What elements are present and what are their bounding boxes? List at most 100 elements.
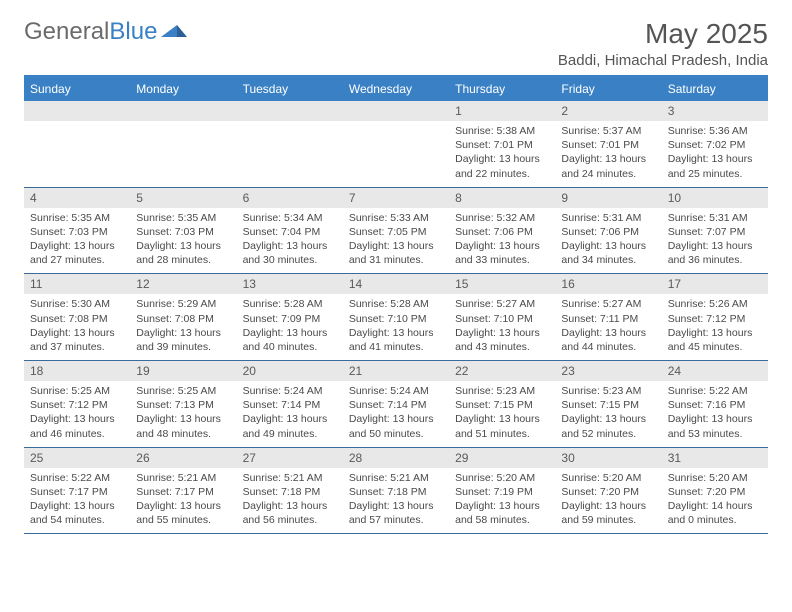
daylight-text: Daylight: 13 hours and 56 minutes. — [243, 499, 337, 527]
day-body: Sunrise: 5:23 AMSunset: 7:15 PMDaylight:… — [449, 381, 555, 447]
day-number: 14 — [343, 274, 449, 294]
day-body: Sunrise: 5:34 AMSunset: 7:04 PMDaylight:… — [237, 208, 343, 274]
day-body: Sunrise: 5:22 AMSunset: 7:17 PMDaylight:… — [24, 468, 130, 534]
daylight-text: Daylight: 13 hours and 36 minutes. — [668, 239, 762, 267]
day-number: 19 — [130, 361, 236, 381]
sunset-text: Sunset: 7:20 PM — [668, 485, 762, 499]
day-number: 11 — [24, 274, 130, 294]
day-body-empty — [130, 121, 236, 179]
day-number: 17 — [662, 274, 768, 294]
day-body: Sunrise: 5:37 AMSunset: 7:01 PMDaylight:… — [555, 121, 661, 187]
day-cell — [237, 101, 343, 187]
day-body: Sunrise: 5:38 AMSunset: 7:01 PMDaylight:… — [449, 121, 555, 187]
day-cell: 14Sunrise: 5:28 AMSunset: 7:10 PMDayligh… — [343, 274, 449, 360]
day-number: 31 — [662, 448, 768, 468]
day-body: Sunrise: 5:28 AMSunset: 7:09 PMDaylight:… — [237, 294, 343, 360]
header: GeneralBlue May 2025 Baddi, Himachal Pra… — [24, 18, 768, 69]
day-body: Sunrise: 5:22 AMSunset: 7:16 PMDaylight:… — [662, 381, 768, 447]
day-number: 27 — [237, 448, 343, 468]
daylight-text: Daylight: 13 hours and 27 minutes. — [30, 239, 124, 267]
day-number: 21 — [343, 361, 449, 381]
day-body: Sunrise: 5:35 AMSunset: 7:03 PMDaylight:… — [24, 208, 130, 274]
daylight-text: Daylight: 13 hours and 25 minutes. — [668, 152, 762, 180]
sunset-text: Sunset: 7:18 PM — [243, 485, 337, 499]
daylight-text: Daylight: 13 hours and 37 minutes. — [30, 326, 124, 354]
day-body: Sunrise: 5:21 AMSunset: 7:18 PMDaylight:… — [343, 468, 449, 534]
daylight-text: Daylight: 13 hours and 43 minutes. — [455, 326, 549, 354]
day-number: 28 — [343, 448, 449, 468]
weekday-header: Wednesday — [343, 77, 449, 101]
day-cell: 12Sunrise: 5:29 AMSunset: 7:08 PMDayligh… — [130, 274, 236, 360]
day-number: 30 — [555, 448, 661, 468]
sunrise-text: Sunrise: 5:31 AM — [668, 211, 762, 225]
sunset-text: Sunset: 7:17 PM — [136, 485, 230, 499]
day-body: Sunrise: 5:25 AMSunset: 7:12 PMDaylight:… — [24, 381, 130, 447]
day-cell: 24Sunrise: 5:22 AMSunset: 7:16 PMDayligh… — [662, 361, 768, 447]
day-body: Sunrise: 5:29 AMSunset: 7:08 PMDaylight:… — [130, 294, 236, 360]
sunrise-text: Sunrise: 5:23 AM — [455, 384, 549, 398]
calendar-grid: SundayMondayTuesdayWednesdayThursdayFrid… — [24, 75, 768, 534]
day-number: 13 — [237, 274, 343, 294]
day-cell: 15Sunrise: 5:27 AMSunset: 7:10 PMDayligh… — [449, 274, 555, 360]
day-number: 15 — [449, 274, 555, 294]
day-number: 22 — [449, 361, 555, 381]
day-cell: 18Sunrise: 5:25 AMSunset: 7:12 PMDayligh… — [24, 361, 130, 447]
day-body-empty — [24, 121, 130, 179]
day-body: Sunrise: 5:24 AMSunset: 7:14 PMDaylight:… — [343, 381, 449, 447]
sunset-text: Sunset: 7:05 PM — [349, 225, 443, 239]
daylight-text: Daylight: 13 hours and 31 minutes. — [349, 239, 443, 267]
sunset-text: Sunset: 7:08 PM — [30, 312, 124, 326]
daylight-text: Daylight: 13 hours and 54 minutes. — [30, 499, 124, 527]
day-cell: 11Sunrise: 5:30 AMSunset: 7:08 PMDayligh… — [24, 274, 130, 360]
brand-triangle-icon — [161, 21, 187, 37]
daylight-text: Daylight: 13 hours and 24 minutes. — [561, 152, 655, 180]
weekday-header: Tuesday — [237, 77, 343, 101]
sunrise-text: Sunrise: 5:32 AM — [455, 211, 549, 225]
day-body: Sunrise: 5:31 AMSunset: 7:06 PMDaylight:… — [555, 208, 661, 274]
day-number: 2 — [555, 101, 661, 121]
sunrise-text: Sunrise: 5:35 AM — [136, 211, 230, 225]
day-body: Sunrise: 5:24 AMSunset: 7:14 PMDaylight:… — [237, 381, 343, 447]
sunrise-text: Sunrise: 5:21 AM — [136, 471, 230, 485]
day-cell: 9Sunrise: 5:31 AMSunset: 7:06 PMDaylight… — [555, 188, 661, 274]
sunrise-text: Sunrise: 5:20 AM — [455, 471, 549, 485]
day-cell: 2Sunrise: 5:37 AMSunset: 7:01 PMDaylight… — [555, 101, 661, 187]
sunset-text: Sunset: 7:01 PM — [561, 138, 655, 152]
sunrise-text: Sunrise: 5:24 AM — [349, 384, 443, 398]
daylight-text: Daylight: 13 hours and 53 minutes. — [668, 412, 762, 440]
sunset-text: Sunset: 7:10 PM — [455, 312, 549, 326]
sunset-text: Sunset: 7:06 PM — [561, 225, 655, 239]
sunset-text: Sunset: 7:14 PM — [243, 398, 337, 412]
day-body: Sunrise: 5:35 AMSunset: 7:03 PMDaylight:… — [130, 208, 236, 274]
day-body: Sunrise: 5:32 AMSunset: 7:06 PMDaylight:… — [449, 208, 555, 274]
sunrise-text: Sunrise: 5:35 AM — [30, 211, 124, 225]
day-cell: 20Sunrise: 5:24 AMSunset: 7:14 PMDayligh… — [237, 361, 343, 447]
day-cell: 16Sunrise: 5:27 AMSunset: 7:11 PMDayligh… — [555, 274, 661, 360]
calendar-page: GeneralBlue May 2025 Baddi, Himachal Pra… — [0, 0, 792, 534]
day-cell: 23Sunrise: 5:23 AMSunset: 7:15 PMDayligh… — [555, 361, 661, 447]
sunrise-text: Sunrise: 5:31 AM — [561, 211, 655, 225]
day-number: 18 — [24, 361, 130, 381]
day-number: 1 — [449, 101, 555, 121]
day-cell: 29Sunrise: 5:20 AMSunset: 7:19 PMDayligh… — [449, 448, 555, 534]
sunrise-text: Sunrise: 5:26 AM — [668, 297, 762, 311]
day-number: 6 — [237, 188, 343, 208]
day-cell: 1Sunrise: 5:38 AMSunset: 7:01 PMDaylight… — [449, 101, 555, 187]
day-cell: 5Sunrise: 5:35 AMSunset: 7:03 PMDaylight… — [130, 188, 236, 274]
sunset-text: Sunset: 7:09 PM — [243, 312, 337, 326]
daylight-text: Daylight: 13 hours and 59 minutes. — [561, 499, 655, 527]
weekday-header: Sunday — [24, 77, 130, 101]
sunset-text: Sunset: 7:15 PM — [455, 398, 549, 412]
daylight-text: Daylight: 13 hours and 44 minutes. — [561, 326, 655, 354]
daylight-text: Daylight: 13 hours and 34 minutes. — [561, 239, 655, 267]
day-number: 9 — [555, 188, 661, 208]
sunrise-text: Sunrise: 5:28 AM — [349, 297, 443, 311]
daylight-text: Daylight: 13 hours and 30 minutes. — [243, 239, 337, 267]
day-body-empty — [237, 121, 343, 179]
daylight-text: Daylight: 13 hours and 40 minutes. — [243, 326, 337, 354]
day-number: 10 — [662, 188, 768, 208]
day-cell: 10Sunrise: 5:31 AMSunset: 7:07 PMDayligh… — [662, 188, 768, 274]
daylight-text: Daylight: 13 hours and 58 minutes. — [455, 499, 549, 527]
day-cell — [24, 101, 130, 187]
sunset-text: Sunset: 7:03 PM — [30, 225, 124, 239]
